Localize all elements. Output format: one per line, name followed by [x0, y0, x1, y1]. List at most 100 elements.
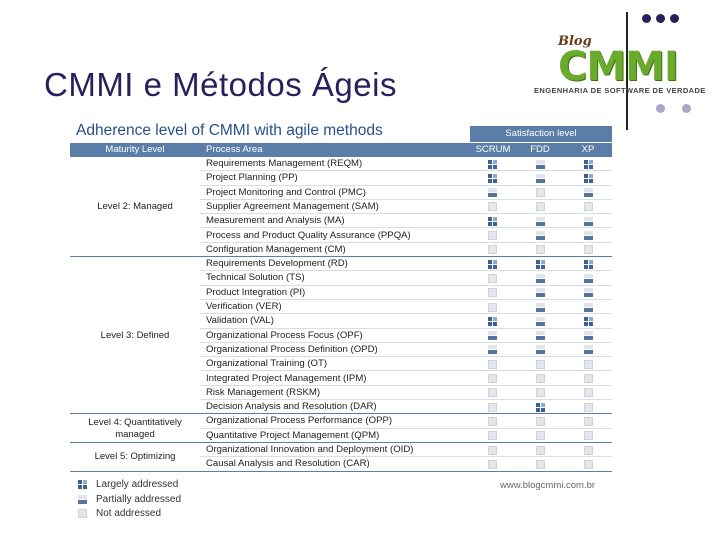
table-row: Product Integration (PI) [200, 286, 612, 300]
table-row: Configuration Management (CM) [200, 243, 612, 258]
scrum-largely-addressed-icon [488, 316, 497, 326]
process-area-name: Organizational Training (OT) [206, 358, 328, 370]
xp-not-addressed-icon [584, 459, 593, 469]
table-row: Risk Management (RSKM) [200, 386, 612, 401]
scrum-not-addressed-icon [488, 388, 497, 398]
fdd-not-addressed-icon [536, 459, 545, 469]
table-row: Project Planning (PP) [200, 171, 612, 186]
scrum-not-addressed-icon [488, 245, 497, 255]
process-area-name: Verification (VER) [206, 301, 282, 312]
process-area-name: Organizational Process Definition (OPD) [206, 343, 378, 355]
process-area-name: Organizational Process Focus (OPF) [206, 329, 363, 341]
xp-largely-addressed-icon [584, 316, 593, 326]
col-header-maturity-level: Maturity Level [70, 143, 200, 157]
fdd-not-addressed-icon [536, 202, 545, 212]
fdd-not-addressed-icon [536, 445, 545, 455]
source-url: www.blogcmmi.com.br [500, 480, 596, 491]
table-row: Project Monitoring and Control (PMC) [200, 186, 612, 200]
xp-largely-addressed-icon [584, 173, 593, 183]
legend-label: Partially addressed [96, 493, 182, 505]
scrum-partially-addressed-icon [488, 345, 497, 355]
decorative-dot [656, 104, 665, 113]
scrum-not-addressed-icon [488, 202, 497, 212]
process-area-name: Integrated Project Management (IPM) [206, 372, 367, 384]
xp-partially-addressed-icon [584, 331, 593, 341]
fdd-partially-addressed-icon [536, 173, 545, 183]
fdd-partially-addressed-icon [536, 288, 545, 298]
table-row: Quantitative Project Management (QPM) [200, 429, 612, 443]
group-separator [70, 470, 612, 472]
fdd-not-addressed-icon [536, 359, 545, 369]
xp-not-addressed-icon [584, 374, 593, 383]
xp-partially-addressed-icon [584, 302, 593, 312]
xp-partially-addressed-icon [584, 216, 593, 226]
fdd-not-addressed-icon [536, 431, 545, 441]
decorative-dot [642, 14, 651, 23]
legend-label: Largely addressed [96, 479, 179, 490]
process-area-name: Causal Analysis and Resolution (CAR) [206, 458, 370, 470]
col-header-scrum: SCRUM [470, 143, 516, 157]
table-row: Organizational Training (OT) [200, 357, 612, 372]
xp-not-addressed-icon [584, 431, 593, 441]
xp-not-addressed-icon [584, 245, 593, 255]
fdd-partially-addressed-icon [536, 331, 545, 341]
scrum-largely-addressed-icon [488, 259, 497, 269]
scrum-not-addressed-icon [488, 273, 497, 283]
xp-partially-addressed-icon [584, 288, 593, 298]
logo-tagline: ENGENHARIA DE SOFTWARE DE VERDADE [534, 86, 706, 95]
table-row: Organizational Process Focus (OPF) [200, 329, 612, 343]
maturity-level-label: Level 4: Quantitatively managed [88, 416, 182, 440]
process-area-name: Measurement and Analysis (MA) [206, 215, 345, 227]
scrum-largely-addressed-icon [488, 159, 497, 169]
scrum-not-addressed-icon [488, 431, 497, 441]
group-separator [70, 256, 612, 258]
process-area-name: Technical Solution (TS) [206, 272, 305, 284]
blogcmmi-logo: Blog CMMI ENGENHARIA DE SOFTWARE DE VERD… [528, 22, 718, 100]
xp-not-addressed-icon [584, 445, 593, 455]
scrum-largely-addressed-icon [488, 173, 497, 183]
table-row: Organizational Process Performance (OPP) [200, 414, 612, 429]
process-area-name: Product Integration (PI) [206, 286, 306, 298]
col-header-fdd: FDD [516, 143, 564, 157]
table-row: Requirements Management (REQM) [200, 157, 612, 172]
process-area-name: Process and Product Quality Assurance (P… [206, 229, 411, 241]
fdd-partially-addressed-icon [536, 302, 545, 312]
maturity-level-label: Level 3: Defined [100, 329, 170, 341]
table-row: Integrated Project Management (IPM) [200, 372, 612, 386]
fdd-largely-addressed-icon [536, 259, 545, 269]
xp-largely-addressed-icon [584, 159, 593, 169]
xp-not-addressed-icon [584, 359, 593, 369]
decorative-dot [670, 14, 679, 23]
process-area-name: Project Planning (PP) [206, 172, 298, 184]
scrum-partially-addressed-icon [488, 331, 497, 341]
xp-partially-addressed-icon [584, 273, 593, 283]
scrum-not-addressed-icon [488, 288, 497, 298]
scrum-not-addressed-icon [488, 374, 497, 383]
fdd-partially-addressed-icon [536, 345, 545, 355]
process-area-name: Requirements Development (RD) [206, 258, 348, 270]
group-separator [70, 442, 612, 443]
not-addressed-icon [78, 509, 87, 518]
xp-partially-addressed-icon [584, 345, 593, 355]
fdd-not-addressed-icon [536, 374, 545, 383]
table-row: Validation (VAL) [200, 314, 612, 329]
fdd-largely-addressed-icon [536, 402, 545, 412]
scrum-not-addressed-icon [488, 402, 497, 412]
process-area-name: Validation (VAL) [206, 315, 274, 327]
table-row: Causal Analysis and Resolution (CAR) [200, 457, 612, 472]
xp-not-addressed-icon [584, 416, 593, 426]
table-row: Verification (VER) [200, 300, 612, 315]
decorative-dot [656, 14, 665, 23]
xp-largely-addressed-icon [584, 259, 593, 269]
xp-not-addressed-icon [584, 202, 593, 212]
logo-cmmi-text: CMMI [558, 44, 679, 90]
logo-blog-text: Blog [558, 34, 592, 49]
table-row: Organizational Innovation and Deployment… [200, 443, 612, 458]
fdd-partially-addressed-icon [536, 316, 545, 326]
satisfaction-level-header: Satisfaction level [470, 126, 612, 142]
fdd-partially-addressed-icon [536, 159, 545, 169]
maturity-level-label: Level 2: Managed [97, 201, 173, 213]
process-area-name: Risk Management (RSKM) [206, 386, 321, 398]
slide-title: CMMI e Métodos Ágeis [44, 66, 397, 103]
scrum-not-addressed-icon [488, 416, 497, 426]
